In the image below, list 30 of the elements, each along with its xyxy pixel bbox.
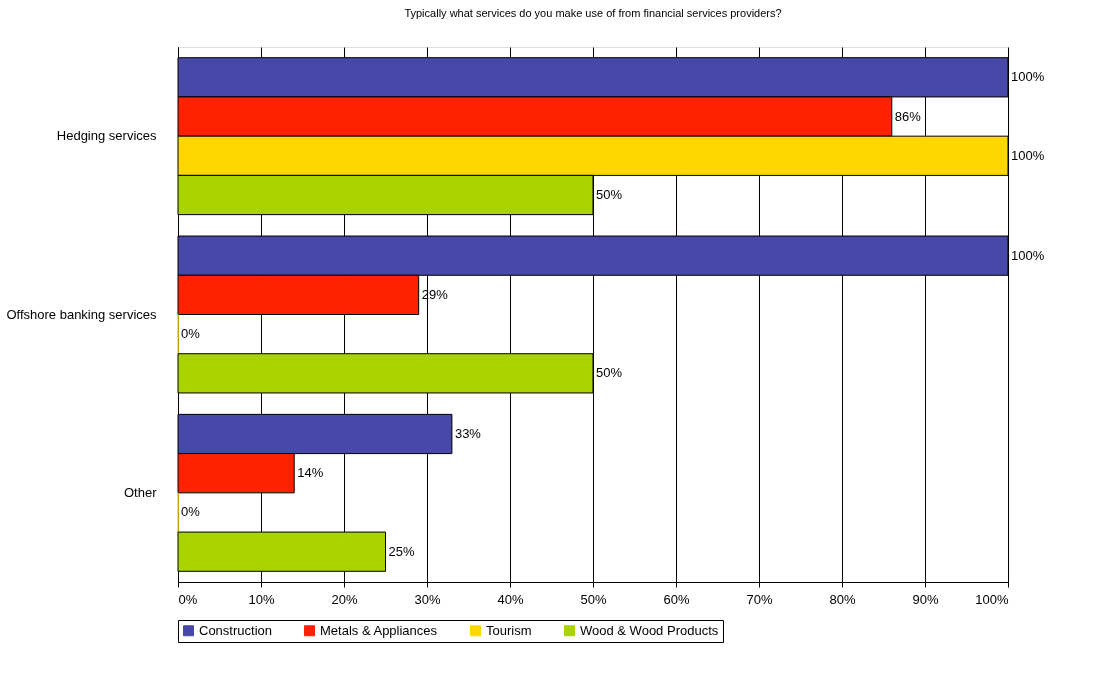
x-tick-label: 80% <box>829 591 856 607</box>
x-tick-label: 70% <box>746 591 773 607</box>
data-label: 25% <box>388 543 415 559</box>
x-tick-label: 60% <box>663 591 690 607</box>
chart-title: Typically what services do you make use of from financial services providers? <box>404 7 782 19</box>
legend-label: Tourism <box>486 622 532 638</box>
x-tick-label: 100% <box>975 591 1009 607</box>
x-tick-label: 50% <box>580 591 607 607</box>
x-tick-label: 20% <box>331 591 358 607</box>
x-tick-label: 40% <box>497 591 524 607</box>
legend-label: Wood & Wood Products <box>580 622 719 638</box>
data-label: 0% <box>181 504 201 520</box>
x-tick-label: 30% <box>414 591 441 607</box>
data-label: 100% <box>1011 247 1045 263</box>
y-tick-label: Other <box>123 484 158 500</box>
data-label: 33% <box>454 425 482 441</box>
y-tick-label: Hedging services <box>56 128 157 144</box>
x-tick-label: 0% <box>178 591 198 607</box>
legend-label: Construction <box>199 622 272 638</box>
data-label: 50% <box>596 365 623 381</box>
legend-label: Metals & Appliances <box>320 622 438 638</box>
x-tick-label: 10% <box>248 591 275 607</box>
y-tick-label: Offshore banking services <box>6 306 157 322</box>
data-label: 0% <box>181 326 201 342</box>
data-label: 100% <box>1011 69 1045 85</box>
data-label: 100% <box>1011 147 1045 163</box>
data-label: 86% <box>894 108 922 124</box>
data-label: 14% <box>297 465 324 481</box>
data-label: 50% <box>596 187 623 203</box>
x-tick-label: 90% <box>912 591 939 607</box>
